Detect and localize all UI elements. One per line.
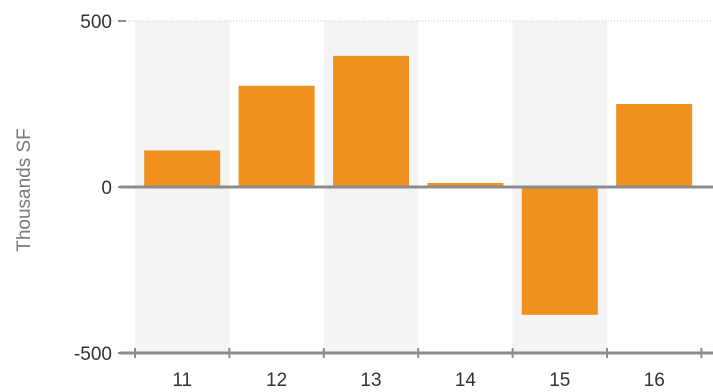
x-tick-label-13: 13	[360, 370, 381, 391]
y-tick-label: 500	[80, 12, 112, 33]
y-axis-title: Thousands SF	[14, 128, 35, 252]
bar-15[interactable]	[521, 187, 598, 315]
x-tick-label-11: 11	[172, 370, 192, 391]
bar-series	[144, 55, 693, 315]
bar-16[interactable]	[616, 104, 693, 187]
bar-13[interactable]	[333, 55, 409, 187]
bar-12[interactable]	[238, 85, 315, 187]
bar-14[interactable]	[427, 183, 504, 187]
bar-11[interactable]	[144, 150, 221, 187]
x-tick-label-16: 16	[644, 370, 665, 391]
x-tick-label-15: 15	[549, 370, 570, 391]
y-tick-label: -500	[74, 344, 112, 365]
x-tick-label-12: 12	[266, 370, 287, 391]
x-tick-label-14: 14	[455, 370, 477, 391]
y-tick-label: 0	[101, 178, 112, 199]
x-axis-ticks: 11 12 13 14 15 16	[134, 348, 703, 391]
y-axis-ticks: -500 0 500	[74, 12, 126, 365]
